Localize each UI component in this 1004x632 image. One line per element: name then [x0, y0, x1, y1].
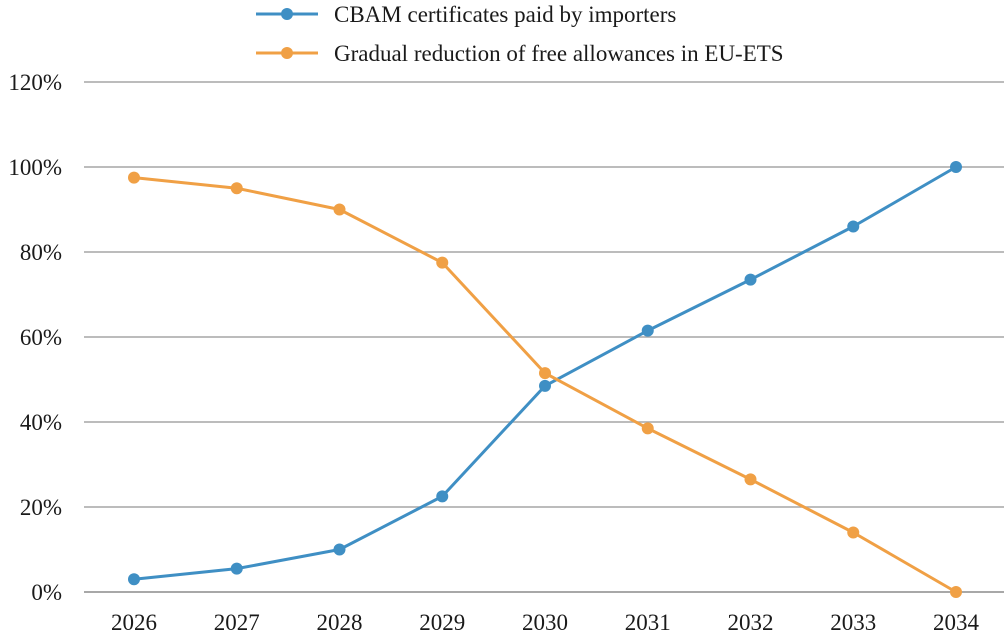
y-axis-ticks: 0% 20% 40% 60% 80% 100% 120%	[8, 70, 62, 605]
legend: CBAM certificates paid by importers Gradu…	[256, 2, 784, 66]
legend-label: CBAM certificates paid by importers	[334, 2, 676, 27]
data-point	[847, 526, 860, 539]
series-2	[128, 171, 962, 598]
data-point	[744, 273, 757, 286]
data-point	[641, 324, 654, 337]
data-point	[539, 367, 551, 380]
x-tick-label: 2032	[728, 610, 774, 632]
legend-marker	[281, 47, 293, 59]
x-tick-label: 2034	[933, 610, 980, 632]
data-point	[950, 586, 962, 598]
legend-item: Gradual reduction of free allowances in …	[256, 41, 784, 66]
y-tick-label: 20%	[20, 495, 62, 520]
data-point	[436, 490, 449, 503]
data-point	[333, 203, 346, 216]
x-tick-label: 2031	[625, 610, 671, 632]
data-point	[128, 573, 140, 586]
data-point	[950, 161, 962, 173]
data-point	[128, 171, 140, 184]
series-1	[128, 161, 962, 586]
y-tick-label: 40%	[20, 410, 62, 435]
legend-label: Gradual reduction of free allowances in …	[334, 41, 784, 66]
x-tick-label: 2028	[317, 610, 363, 632]
data-point	[333, 543, 346, 556]
x-tick-label: 2033	[830, 610, 876, 632]
y-tick-label: 0%	[31, 580, 62, 605]
data-point	[641, 422, 654, 435]
x-tick-label: 2030	[522, 610, 568, 632]
legend-marker	[281, 8, 293, 20]
series-layer	[128, 161, 962, 598]
y-tick-label: 60%	[20, 325, 62, 350]
x-tick-label: 2026	[111, 610, 157, 632]
data-point	[230, 562, 243, 575]
y-tick-label: 100%	[8, 155, 62, 180]
data-point	[847, 220, 860, 233]
data-point	[744, 473, 757, 486]
data-point	[230, 182, 243, 195]
x-tick-label: 2027	[214, 610, 260, 632]
data-point	[436, 256, 449, 269]
data-point	[539, 379, 551, 392]
y-tick-label: 80%	[20, 240, 62, 265]
y-tick-label: 120%	[8, 70, 62, 95]
gridlines	[84, 81, 1004, 593]
x-tick-label: 2029	[419, 610, 465, 632]
legend-item: CBAM certificates paid by importers	[256, 2, 676, 27]
x-axis-ticks: 2026 2027 2028 2029 2030 2031 2032 2033 2034	[111, 610, 980, 632]
